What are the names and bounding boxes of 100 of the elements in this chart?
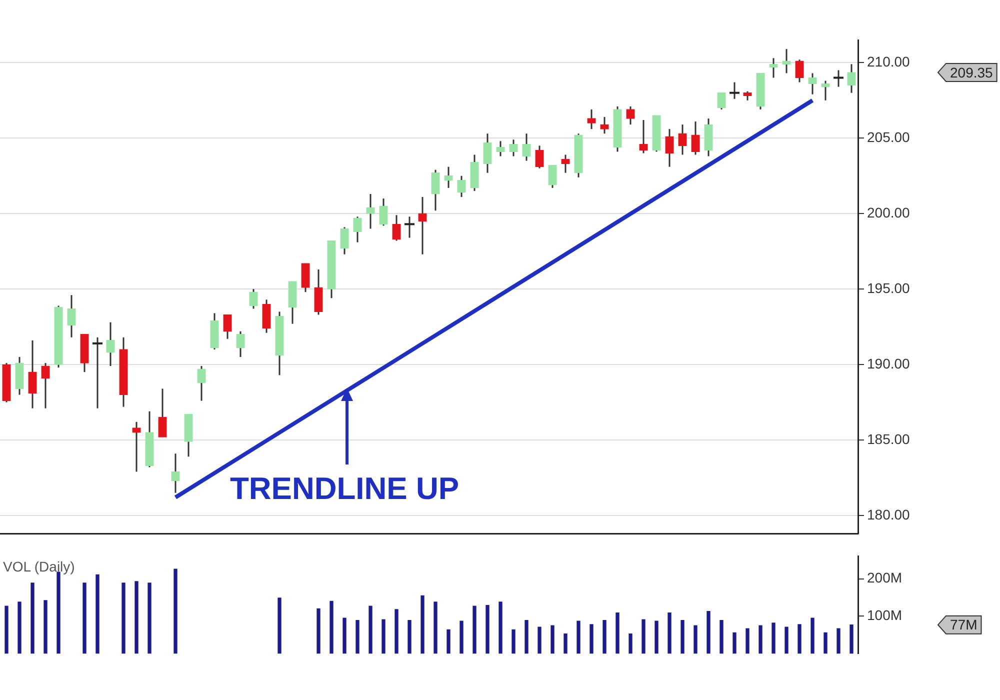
candlestick <box>522 132 531 162</box>
annotation: TRENDLINE UP <box>230 471 460 506</box>
candlestick <box>314 268 323 316</box>
bar <box>278 598 282 654</box>
bar <box>134 581 138 654</box>
bar <box>82 582 86 654</box>
bar <box>524 620 528 654</box>
y-tick-label: 210.00 <box>867 54 910 70</box>
y-tick-label: 190.00 <box>867 355 910 372</box>
y-tick-label: 205.00 <box>867 128 910 145</box>
candlestick <box>509 138 518 157</box>
candlestick <box>561 154 570 174</box>
bar <box>512 629 516 654</box>
candlestick <box>821 80 830 102</box>
candlestick <box>847 63 856 94</box>
chart-title: VOL (Daily) <box>3 558 75 574</box>
bar <box>472 606 476 654</box>
candlestick <box>535 144 544 170</box>
bar <box>122 582 126 654</box>
bar <box>590 624 594 654</box>
candlestick <box>171 452 180 494</box>
candlestick <box>769 57 778 78</box>
bar <box>316 608 320 654</box>
candlestick <box>132 421 141 472</box>
bar <box>356 620 360 654</box>
bar <box>784 626 788 654</box>
bar <box>642 619 646 654</box>
candlestick <box>41 362 50 410</box>
candlestick <box>626 106 635 126</box>
bar <box>720 620 724 654</box>
candlestick <box>392 214 401 242</box>
bar <box>394 609 398 654</box>
candlestick <box>483 132 492 174</box>
candlestick <box>223 314 232 340</box>
candlestick <box>600 116 609 134</box>
bar <box>330 600 334 654</box>
candlestick <box>67 294 76 338</box>
candlestick <box>496 140 505 157</box>
bar <box>550 625 554 654</box>
bar <box>850 624 854 654</box>
candlestick <box>301 262 310 293</box>
bar <box>342 618 346 654</box>
bar <box>680 620 684 654</box>
bar <box>576 620 580 654</box>
bar <box>420 595 424 654</box>
y-tick-label: 100M <box>867 607 902 624</box>
bar <box>694 625 698 654</box>
bar <box>30 582 34 654</box>
candlestick <box>743 90 752 102</box>
candlestick <box>366 193 375 230</box>
candlestick <box>418 196 427 256</box>
candlestick <box>444 166 453 189</box>
candlestick <box>106 322 115 367</box>
bar <box>772 622 776 654</box>
bar <box>824 632 828 654</box>
text: 209.35 <box>950 64 994 80</box>
bar <box>408 620 412 654</box>
candlestick <box>639 119 648 154</box>
candlestick <box>197 365 206 402</box>
candlestick <box>28 340 37 410</box>
bar <box>564 633 568 654</box>
candlestick <box>431 169 440 212</box>
text: 77M <box>950 616 978 633</box>
bar <box>732 632 736 654</box>
y-tick-label: 185.00 <box>867 430 910 447</box>
bar <box>368 606 372 654</box>
candlestick <box>808 72 817 96</box>
candlestick <box>691 120 700 156</box>
candlestick <box>587 108 596 130</box>
bar <box>4 606 8 654</box>
candlestick <box>158 388 167 438</box>
candlestick <box>665 128 674 168</box>
bar <box>706 611 710 654</box>
bar <box>434 602 438 654</box>
bar <box>382 619 386 654</box>
bar <box>654 620 658 654</box>
bar <box>460 620 464 654</box>
bar <box>616 612 620 654</box>
candlestick <box>782 48 791 74</box>
bar <box>810 618 814 654</box>
candlestick <box>678 124 687 156</box>
bar <box>602 620 606 654</box>
y-tick-label: 200M <box>867 570 902 586</box>
bar <box>446 629 450 654</box>
bar <box>836 628 840 654</box>
bar <box>148 582 152 654</box>
candlestick <box>379 198 388 226</box>
y-tick-label: 180.00 <box>867 506 910 522</box>
bar <box>798 624 802 654</box>
candlestick <box>795 58 804 84</box>
candlestick <box>262 298 271 334</box>
bar <box>44 600 48 654</box>
bar <box>18 602 22 654</box>
bar <box>758 625 762 654</box>
bar <box>538 626 542 654</box>
bar <box>486 605 490 654</box>
candlestick <box>548 164 557 189</box>
bar <box>668 612 672 654</box>
candlestick <box>717 92 726 110</box>
bar <box>96 574 100 654</box>
